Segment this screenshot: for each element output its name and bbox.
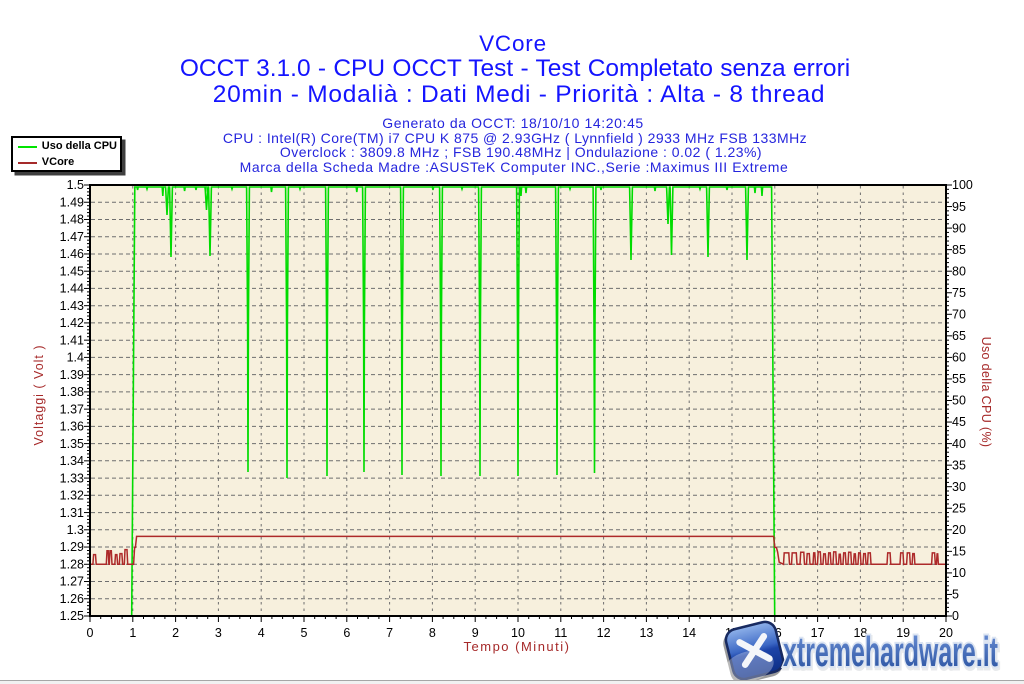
svg-text:19: 19	[896, 626, 910, 640]
svg-text:1.37: 1.37	[60, 402, 84, 416]
svg-text:1.4: 1.4	[67, 351, 84, 365]
svg-text:40: 40	[952, 437, 966, 451]
svg-text:60: 60	[952, 351, 966, 365]
svg-text:Tempo (Minuti): Tempo (Minuti)	[464, 639, 571, 654]
svg-text:70: 70	[952, 308, 966, 322]
svg-text:8: 8	[429, 626, 436, 640]
svg-text:55: 55	[952, 372, 966, 386]
svg-text:1.49: 1.49	[60, 195, 84, 209]
svg-text:1.36: 1.36	[60, 420, 84, 434]
svg-text:0: 0	[952, 609, 959, 623]
svg-text:20: 20	[952, 523, 966, 537]
svg-text:30: 30	[952, 480, 966, 494]
svg-text:Voltaggi ( Volt ): Voltaggi ( Volt )	[32, 344, 46, 445]
svg-text:5: 5	[952, 588, 959, 602]
svg-text:1.27: 1.27	[60, 575, 84, 589]
svg-text:35: 35	[952, 458, 966, 472]
svg-text:xtremehardware.it: xtremehardware.it	[783, 628, 998, 675]
svg-text:13: 13	[639, 626, 653, 640]
svg-text:1.28: 1.28	[60, 558, 84, 572]
svg-text:10: 10	[511, 626, 525, 640]
svg-text:85: 85	[952, 243, 966, 257]
svg-text:90: 90	[952, 221, 966, 235]
svg-text:80: 80	[952, 264, 966, 278]
svg-text:6: 6	[343, 626, 350, 640]
svg-text:25: 25	[952, 502, 966, 516]
svg-text:xtremehardware.it: xtremehardware.it	[784, 630, 999, 677]
svg-text:50: 50	[952, 394, 966, 408]
svg-text:2: 2	[172, 626, 179, 640]
svg-text:1.31: 1.31	[60, 506, 84, 520]
svg-text:1.34: 1.34	[60, 454, 84, 468]
svg-text:18: 18	[853, 626, 867, 640]
svg-text:1.41: 1.41	[60, 333, 84, 347]
svg-text:1.44: 1.44	[60, 282, 84, 296]
svg-text:1.25: 1.25	[60, 609, 84, 623]
svg-text:1.5: 1.5	[67, 178, 84, 192]
svg-text:95: 95	[952, 200, 966, 214]
svg-text:11: 11	[554, 626, 567, 640]
svg-text:1.33: 1.33	[60, 471, 84, 485]
svg-text:Uso della CPU (%): Uso della CPU (%)	[979, 337, 993, 448]
svg-text:12: 12	[597, 626, 611, 640]
svg-text:1.3: 1.3	[67, 523, 84, 537]
svg-text:1.48: 1.48	[60, 213, 84, 227]
svg-text:1.32: 1.32	[60, 489, 84, 503]
svg-text:14: 14	[682, 626, 696, 640]
svg-text:1.26: 1.26	[60, 592, 84, 606]
svg-text:1.38: 1.38	[60, 385, 84, 399]
svg-text:1.35: 1.35	[60, 437, 84, 451]
svg-text:7: 7	[386, 626, 393, 640]
svg-text:100: 100	[952, 178, 973, 192]
svg-text:1.43: 1.43	[60, 299, 84, 313]
svg-text:1.45: 1.45	[60, 264, 84, 278]
svg-text:1.42: 1.42	[60, 316, 84, 330]
svg-text:10: 10	[952, 566, 966, 580]
svg-text:20: 20	[939, 626, 953, 640]
svg-text:1.29: 1.29	[60, 540, 84, 554]
svg-text:65: 65	[952, 329, 966, 343]
svg-text:17: 17	[811, 626, 825, 640]
svg-text:1.39: 1.39	[60, 368, 84, 382]
svg-text:1: 1	[129, 626, 136, 640]
svg-text:3: 3	[215, 626, 222, 640]
svg-text:15: 15	[952, 545, 966, 559]
svg-text:4: 4	[258, 626, 265, 640]
svg-text:0: 0	[87, 626, 94, 640]
svg-text:5: 5	[301, 626, 308, 640]
svg-text:1.46: 1.46	[60, 247, 84, 261]
svg-text:1.47: 1.47	[60, 230, 84, 244]
svg-text:45: 45	[952, 415, 966, 429]
svg-text:9: 9	[472, 626, 479, 640]
svg-text:75: 75	[952, 286, 966, 300]
